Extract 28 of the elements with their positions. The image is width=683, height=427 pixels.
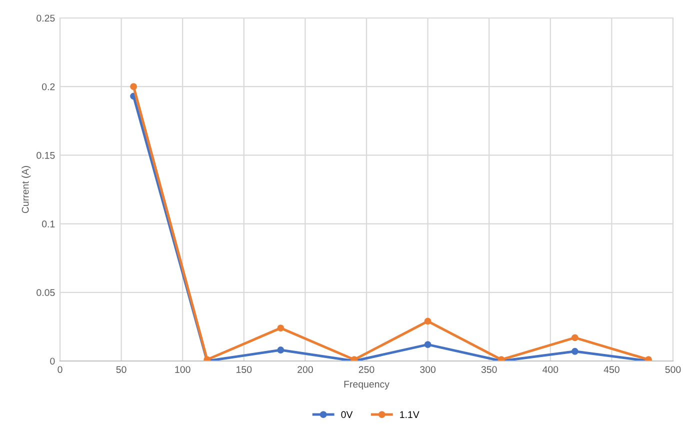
x-tick-label: 100 [175, 366, 190, 373]
legend-label: 1.1V [400, 411, 420, 418]
x-tick-label: 500 [665, 366, 681, 373]
x-tick-label: 450 [604, 366, 620, 373]
point [571, 334, 578, 342]
y-axis-title: Current (A) [22, 166, 31, 214]
point [571, 348, 578, 355]
x-tick-label: 150 [236, 366, 252, 373]
y-tick-label: 0.15 [36, 152, 55, 159]
y-tick-label: 0 [50, 358, 55, 365]
point [130, 83, 138, 90]
x-tick-label: 250 [358, 366, 374, 373]
x-tick-label: 200 [298, 366, 313, 373]
x-tick-label: 300 [420, 366, 436, 373]
x-tick-label: 400 [542, 366, 558, 373]
x-tick-label: 50 [116, 366, 126, 373]
y-tick-label: 0.25 [36, 14, 55, 22]
x-tick-label: 0 [58, 366, 62, 373]
y-tick-label: 0.2 [42, 83, 55, 90]
x-tick-label: 350 [481, 366, 497, 373]
legend-label: 0V [341, 411, 353, 418]
point [424, 341, 432, 348]
point [277, 346, 284, 354]
y-tick-label: 0.1 [42, 220, 55, 228]
point [424, 318, 432, 325]
x-axis-title: Frequency [344, 380, 390, 390]
point [277, 324, 284, 332]
y-tick-label: 0.05 [36, 289, 55, 296]
